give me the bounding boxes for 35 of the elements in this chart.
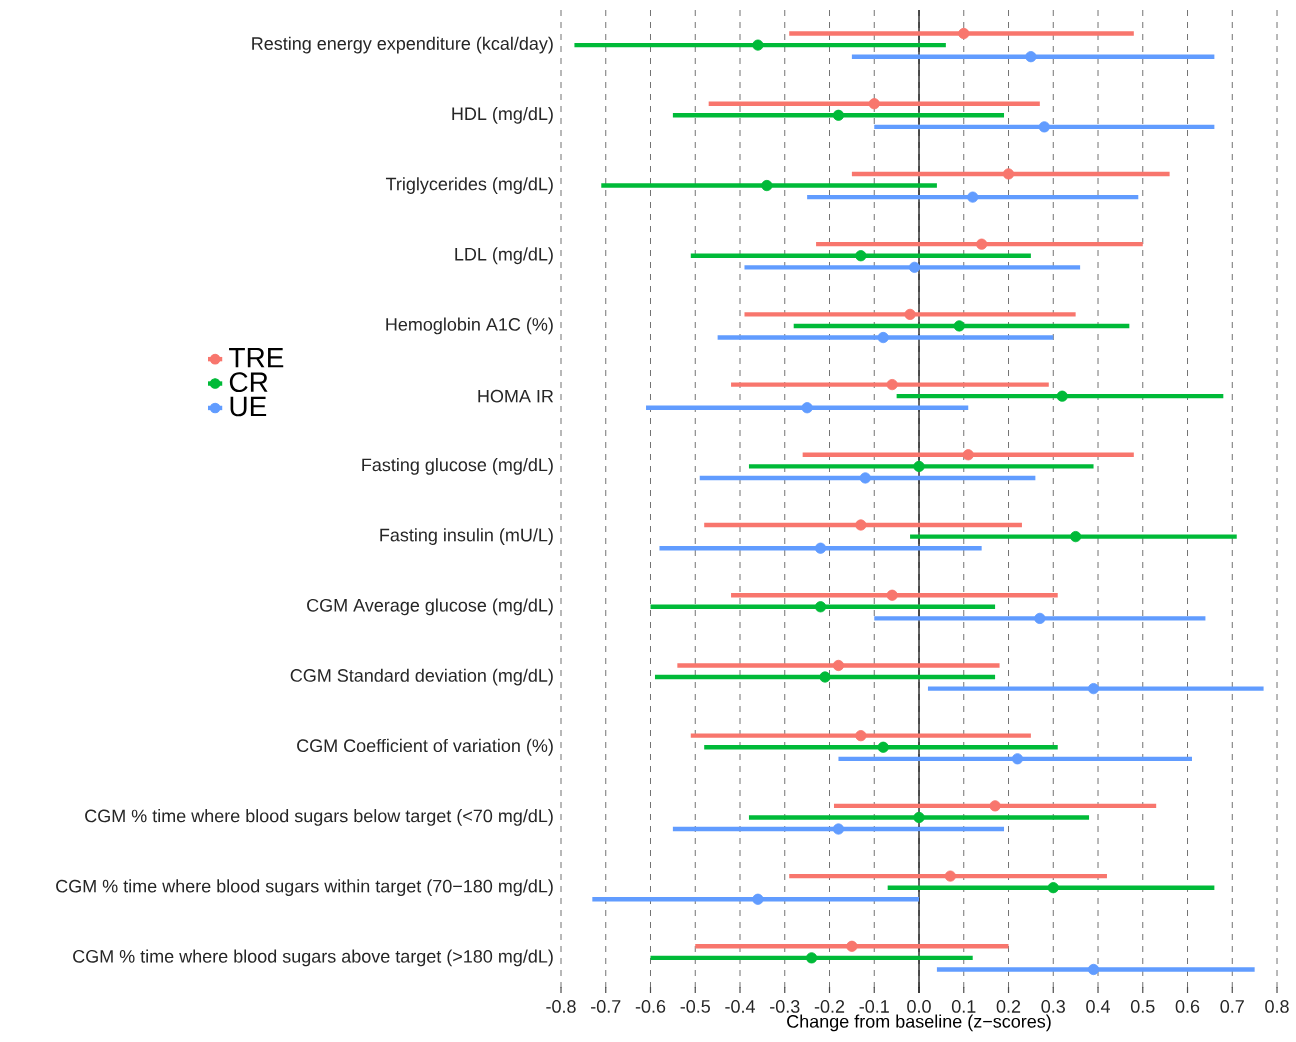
y-tick-label: Resting energy expenditure (kcal/day) (252, 36, 553, 54)
x-tick-label: -0.2 (814, 1000, 845, 1013)
x-tick-label: -0.8 (546, 1000, 576, 1013)
y-tick-label: CGM Standard deviation (mg/dL) (290, 668, 553, 686)
x-tick-label: 0.5 (1130, 1000, 1155, 1013)
legend-label: TRE (229, 348, 284, 368)
y-tick-label: Hemoglobin A1C (%) (386, 317, 553, 335)
x-tick-label: 0.1 (951, 1000, 976, 1013)
y-tick-label: CGM Coefficient of variation (%) (297, 738, 553, 756)
x-tick-label: 0.6 (1175, 1000, 1200, 1013)
x-tick-label: -0.3 (770, 1000, 800, 1013)
x-tick-label: -0.5 (680, 1000, 710, 1013)
y-tick-label: CGM % time where blood sugars above target (>180 mg/dL) (73, 949, 553, 967)
x-tick-label: 0.3 (1041, 1000, 1065, 1013)
x-tick-label: 0.7 (1220, 1000, 1244, 1013)
legend-label: CR (229, 372, 268, 393)
y-tick-label: Fasting glucose (mg/dL) (362, 457, 553, 475)
x-tick-label: 0.0 (907, 1000, 931, 1013)
y-tick-label: Triglycerides (mg/dL) (385, 177, 553, 194)
x-tick-label: 0.2 (996, 1000, 1021, 1013)
y-tick-label: Fasting insulin (mU/L) (380, 528, 553, 545)
x-tick-label: -0.6 (635, 1000, 666, 1013)
x-tick-label: -0.7 (591, 1000, 621, 1013)
x-tick-label: 0.4 (1086, 1000, 1110, 1013)
y-tick-label: CGM % time where blood sugars within target (70−180 mg/dL) (56, 879, 553, 897)
y-tick-label: HDL (mg/dL) (452, 106, 553, 124)
x-tick-label: 0.8 (1265, 1000, 1289, 1013)
legend-label: UE (230, 396, 267, 417)
y-tick-label: CGM Average glucose (mg/dL) (307, 598, 553, 616)
y-tick-label: CGM % time where blood sugars below target (<70 mg/dL) (85, 809, 553, 826)
x-tick-label: -0.4 (725, 1000, 755, 1013)
x-axis-title: Change from baseline (z−scores) (787, 1014, 1051, 1032)
y-tick-label: HOMA IR (478, 389, 554, 403)
x-tick-label: -0.1 (859, 1000, 889, 1013)
y-tick-label: LDL (mg/dL) (455, 247, 553, 265)
